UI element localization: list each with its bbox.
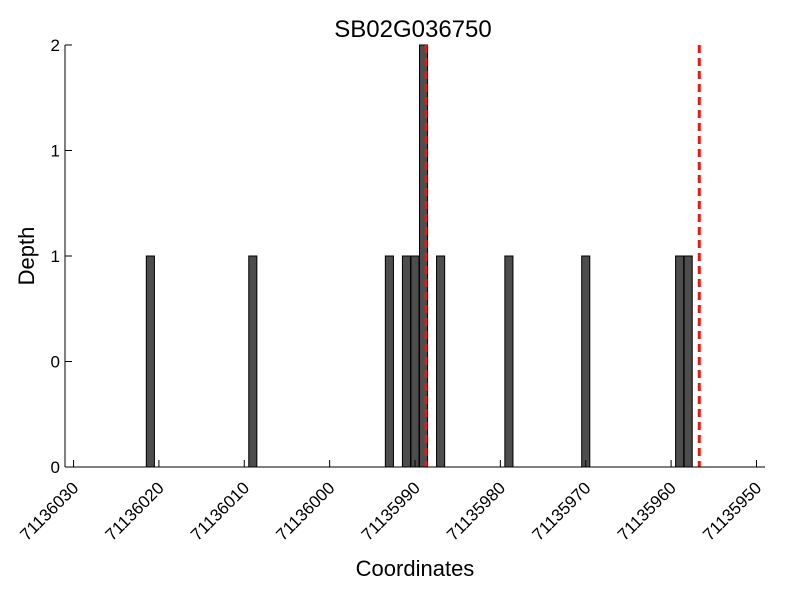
bar [248, 255, 258, 468]
x-tick-label: 71136020 [102, 478, 168, 544]
x-tick-label: 71135960 [614, 478, 680, 544]
x-tick-label: 71135950 [699, 478, 765, 544]
x-axis-label: Coordinates [356, 556, 475, 581]
bar [436, 255, 446, 468]
y-axis-label: Depth [14, 227, 39, 286]
bar [504, 255, 514, 468]
x-tick-label: 71136000 [272, 478, 338, 544]
bar [675, 255, 685, 468]
y-tick-label: 1 [51, 247, 60, 266]
x-tick-label: 71136030 [16, 478, 82, 544]
y-tick-label: 2 [51, 36, 60, 55]
y-tick-label: 0 [51, 458, 60, 477]
x-tick-label: 71135970 [529, 478, 595, 544]
x-tick-label: 71135980 [443, 478, 509, 544]
chart-title: SB02G036750 [334, 16, 491, 43]
x-tick-label: 71136010 [187, 478, 253, 544]
bar [145, 255, 155, 468]
bar [384, 255, 394, 468]
y-tick-label: 1 [51, 142, 60, 161]
y-tick-label: 0 [51, 353, 60, 372]
y-ticks-group: 0 0 1 1 2 [51, 36, 72, 477]
bar [401, 255, 412, 468]
bar [410, 255, 420, 468]
bar [683, 255, 693, 468]
markers-group [424, 45, 701, 467]
x-tick-label: 71135990 [358, 478, 424, 544]
bar [581, 255, 591, 468]
x-ticks-group: 71136030 71136020 71136010 71136000 71135990… [16, 460, 765, 544]
bars-group [145, 44, 693, 468]
